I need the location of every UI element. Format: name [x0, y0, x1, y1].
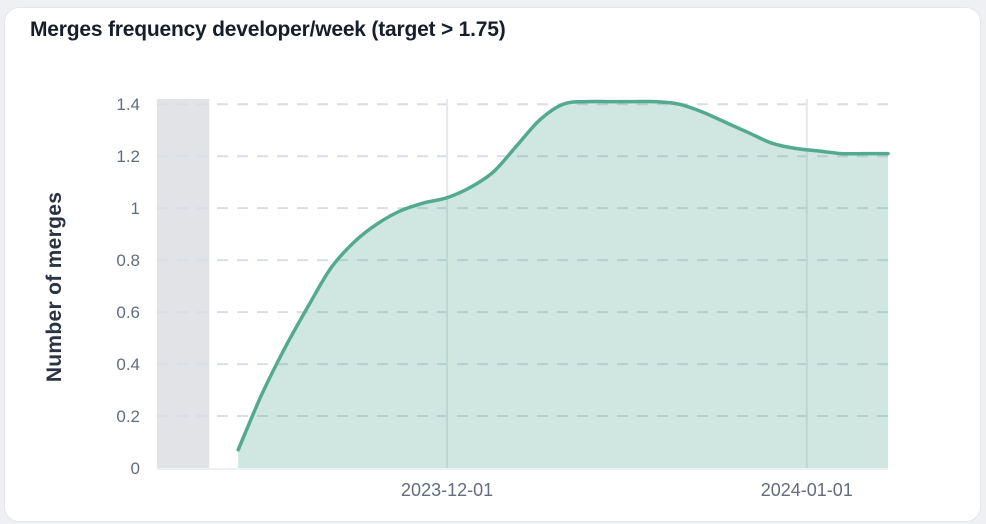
area-fill: [238, 101, 888, 469]
no-data-band: [157, 99, 210, 468]
chart-title: Merges frequency developer/week (target …: [30, 18, 506, 41]
series-line: [236, 99, 890, 452]
y-tick-label: 0: [131, 459, 140, 478]
y-tick-label: 0.6: [116, 303, 140, 322]
y-tick-label: 1.4: [116, 95, 140, 114]
x-tick-label: 2023-12-01: [401, 480, 493, 500]
y-tick-label: 1: [131, 199, 140, 218]
y-tick-label: 1.2: [116, 147, 140, 166]
y-tick-label: 0.4: [116, 355, 140, 374]
y-tick-label: 0.2: [116, 407, 140, 426]
y-axis-title: Number of merges: [43, 192, 66, 382]
y-tick-label: 0.8: [116, 251, 140, 270]
x-tick-label: 2024-01-01: [761, 480, 853, 500]
